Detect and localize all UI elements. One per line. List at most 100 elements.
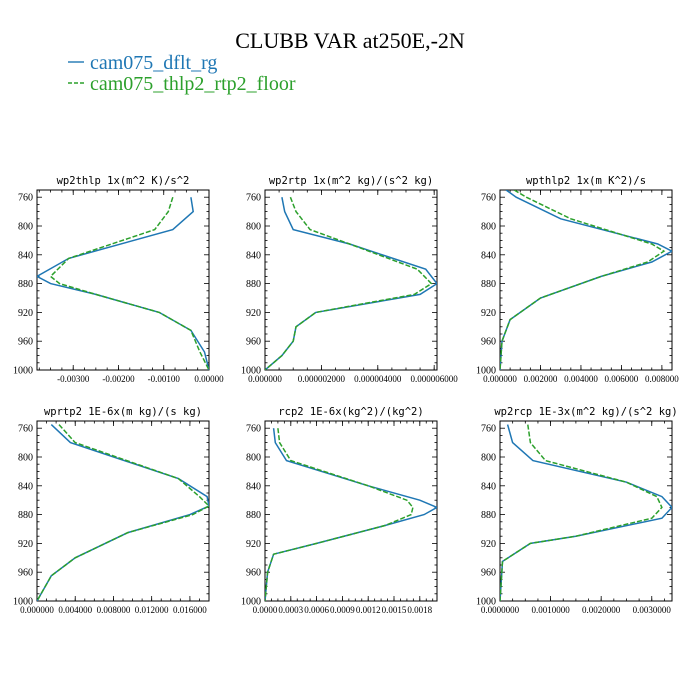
y-tick-label: 960 <box>18 337 33 348</box>
panel-title: wpthlp2 1x(m K^2)/s <box>526 175 646 187</box>
y-tick-label: 800 <box>246 222 261 233</box>
x-tick-label: -0.00300 <box>57 374 90 384</box>
y-tick-label: 960 <box>481 337 496 348</box>
y-tick-label: 760 <box>246 424 261 435</box>
figure-title: CLUBB VAR at250E,-2N <box>235 28 465 53</box>
series-line-dflt <box>265 428 437 601</box>
panel-4: wprtp2 1E-6x(m kg)/(s kg) 760 800 840 880 920… <box>13 406 210 615</box>
x-tick-label: 0.004000 <box>58 605 92 615</box>
y-tick-label: 920 <box>246 539 261 550</box>
x-tick-label: 0.008000 <box>97 605 131 615</box>
y-tick-label: 800 <box>481 453 496 464</box>
x-tick-label: 0.0006 <box>304 605 329 615</box>
series-line-floor <box>265 428 414 601</box>
x-tick-label: 0.004000 <box>564 374 598 384</box>
y-tick-label: 880 <box>481 279 496 290</box>
y-tick-label: 1000 <box>241 597 261 608</box>
panel-3: wpthlp2 1x(m K^2)/s 760 800 840 880 920 960 100… <box>476 175 679 384</box>
y-tick-label: 960 <box>246 337 261 348</box>
panel-title: wp2rcp 1E-3x(m^2 kg)/(s^2 kg) <box>494 406 677 418</box>
y-tick-label: 840 <box>481 250 496 261</box>
legend-label-dflt: cam075_dflt_rg <box>90 52 217 74</box>
x-tick-label: 0.0003 <box>278 605 303 615</box>
y-tick-label: 880 <box>18 279 33 290</box>
x-tick-label: 0.016000 <box>173 605 207 615</box>
x-tick-label: 0.00000 <box>194 374 224 384</box>
y-tick-label: 760 <box>246 193 261 204</box>
panel-title: wprtp2 1E-6x(m kg)/(s kg) <box>44 406 202 418</box>
x-tick-label: 0.0030000 <box>633 605 672 615</box>
series-line-floor <box>500 424 663 601</box>
x-tick-label: 0.006000 <box>605 374 639 384</box>
x-tick-label: 0.000000 <box>20 605 54 615</box>
plot-frame <box>36 420 210 602</box>
plot-frame <box>36 189 210 371</box>
x-tick-label: 0.002000 <box>524 374 558 384</box>
y-tick-label: 800 <box>18 222 33 233</box>
x-tick-label: 0.0009 <box>330 605 355 615</box>
x-tick-label: 0.0010000 <box>531 605 570 615</box>
y-tick-label: 840 <box>18 250 33 261</box>
legend: cam075_dflt_rg cam075_thlp2_rtp2_floor <box>68 52 296 95</box>
series-line-floor <box>265 196 433 370</box>
panel-title: rcp2 1E-6x(kg^2)/(kg^2) <box>278 406 423 418</box>
y-tick-label: 760 <box>481 424 496 435</box>
x-tick-label: 0.000000 <box>483 374 517 384</box>
x-tick-label: 0.0000 <box>253 605 278 615</box>
x-tick-label: 0.0018 <box>407 605 432 615</box>
panel-5: rcp2 1E-6x(kg^2)/(kg^2) 760 800 840 880 920 96… <box>241 406 438 615</box>
x-tick-label: 0.012000 <box>135 605 169 615</box>
series-line-dflt <box>265 197 437 370</box>
y-tick-label: 1000 <box>13 597 33 608</box>
plot-frame <box>264 420 438 602</box>
panel-2: wp2rtp 1x(m^2 kg)/(s^2 kg) 760 800 840 880 92… <box>241 175 458 384</box>
series-line-dflt <box>500 424 672 601</box>
plot-frame <box>264 189 438 371</box>
y-tick-label: 840 <box>246 250 261 261</box>
y-tick-label: 880 <box>481 510 496 521</box>
y-tick-label: 880 <box>246 510 261 521</box>
x-tick-label: 0.0020000 <box>582 605 621 615</box>
series-line-dflt <box>37 197 209 370</box>
y-tick-label: 840 <box>18 481 33 492</box>
y-tick-label: 960 <box>18 568 33 579</box>
y-tick-label: 1000 <box>476 597 496 608</box>
legend-label-floor: cam075_thlp2_rtp2_floor <box>90 73 296 95</box>
series-line-dflt <box>500 190 672 370</box>
y-tick-label: 920 <box>246 308 261 319</box>
y-tick-label: 1000 <box>476 366 496 377</box>
panel-title: wp2rtp 1x(m^2 kg)/(s^2 kg) <box>269 175 433 187</box>
series-line-floor <box>49 196 209 370</box>
x-tick-label: 0.0012 <box>356 605 381 615</box>
y-tick-label: 880 <box>18 510 33 521</box>
x-tick-label: 0.008000 <box>645 374 679 384</box>
y-tick-label: 760 <box>18 193 33 204</box>
y-tick-label: 920 <box>18 308 33 319</box>
x-tick-label: 0.0000000 <box>481 605 520 615</box>
panel-1: wp2thlp 1x(m^2 K)/s^2 760 800 840 880 920 960 1… <box>13 175 224 384</box>
plot-frame <box>499 420 673 602</box>
y-tick-label: 960 <box>246 568 261 579</box>
y-tick-label: 920 <box>18 539 33 550</box>
y-tick-label: 1000 <box>13 366 33 377</box>
panel-title: wp2thlp 1x(m^2 K)/s^2 <box>57 175 190 187</box>
y-tick-label: 880 <box>246 279 261 290</box>
x-tick-label: 0.000004000 <box>354 374 402 384</box>
y-tick-label: 960 <box>481 568 496 579</box>
panels: wp2thlp 1x(m^2 K)/s^2 760 800 840 880 920 960 1… <box>13 175 679 615</box>
y-tick-label: 760 <box>18 424 33 435</box>
x-tick-label: 0.000002000 <box>298 374 346 384</box>
y-tick-label: 760 <box>481 193 496 204</box>
y-tick-label: 800 <box>246 453 261 464</box>
x-tick-label: 0.000000 <box>248 374 282 384</box>
x-tick-label: -0.00100 <box>148 374 181 384</box>
series-line-floor <box>500 190 666 370</box>
y-tick-label: 840 <box>481 481 496 492</box>
y-tick-label: 1000 <box>241 366 261 377</box>
y-tick-label: 800 <box>18 453 33 464</box>
y-tick-label: 920 <box>481 308 496 319</box>
panel-6: wp2rcp 1E-3x(m^2 kg)/(s^2 kg) 760 800 840 88… <box>476 406 678 615</box>
x-tick-label: -0.00200 <box>102 374 135 384</box>
y-tick-label: 800 <box>481 222 496 233</box>
